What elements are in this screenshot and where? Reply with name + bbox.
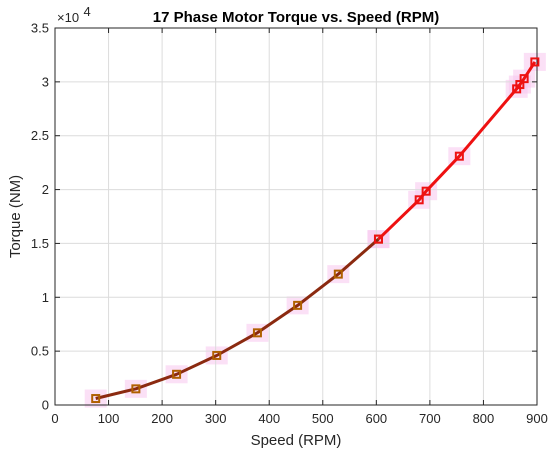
x-tick-label: 200 [151,411,173,426]
x-tick-label: 700 [419,411,441,426]
x-axis-label: Speed (RPM) [251,432,342,449]
series-1-point [91,394,101,404]
series-2-point [414,195,424,205]
series-layer [95,61,537,400]
series-2-point [373,234,383,244]
series-1-line [95,237,380,400]
x-tick-label: 300 [205,411,227,426]
series-2-point [421,186,431,196]
series-1-highlight [84,389,107,408]
y-tick-label: 0 [42,398,49,413]
axis-ticks: 0 100 200 300 400 500 600 700 800 900 0 0.5 1 1.5 2 2.5… [31,21,548,427]
series-1-point [212,350,222,360]
y-exponent-base: ×10 [57,10,79,25]
y-tick-label: 1 [42,290,49,305]
x-tick-label: 500 [312,411,334,426]
y-axis-label: Torque (NM) [7,175,24,258]
series-2-point [454,151,464,161]
series-2-point [519,74,529,84]
series-1-point [172,369,182,379]
y-axis-exponent: ×10 4 [57,4,91,26]
series-1-point [252,328,262,338]
y-tick-label: 3.5 [31,21,49,36]
x-tick-label: 100 [98,411,120,426]
x-tick-label: 0 [51,411,58,426]
x-tick-label: 900 [526,411,548,426]
y-tick-label: 0.5 [31,344,49,359]
x-tick-label: 400 [258,411,280,426]
series-2-line [377,61,537,241]
series-1-point [293,300,303,310]
y-tick-label: 1.5 [31,236,49,251]
y-tick-label: 2 [42,182,49,197]
grid [55,28,537,405]
series-1-point [333,269,343,279]
x-tick-label: 600 [365,411,387,426]
y-tick-label: 3 [42,74,49,89]
marker-layer [91,57,540,404]
y-exponent-power: 4 [84,4,91,19]
plot-area-border [54,27,538,406]
x-tick-label: 800 [473,411,495,426]
y-tick-label: 2.5 [31,128,49,143]
chart-title: 17 Phase Motor Torque vs. Speed (RPM) [153,9,439,26]
series-1-point [131,384,141,394]
series-2-point [530,57,540,67]
